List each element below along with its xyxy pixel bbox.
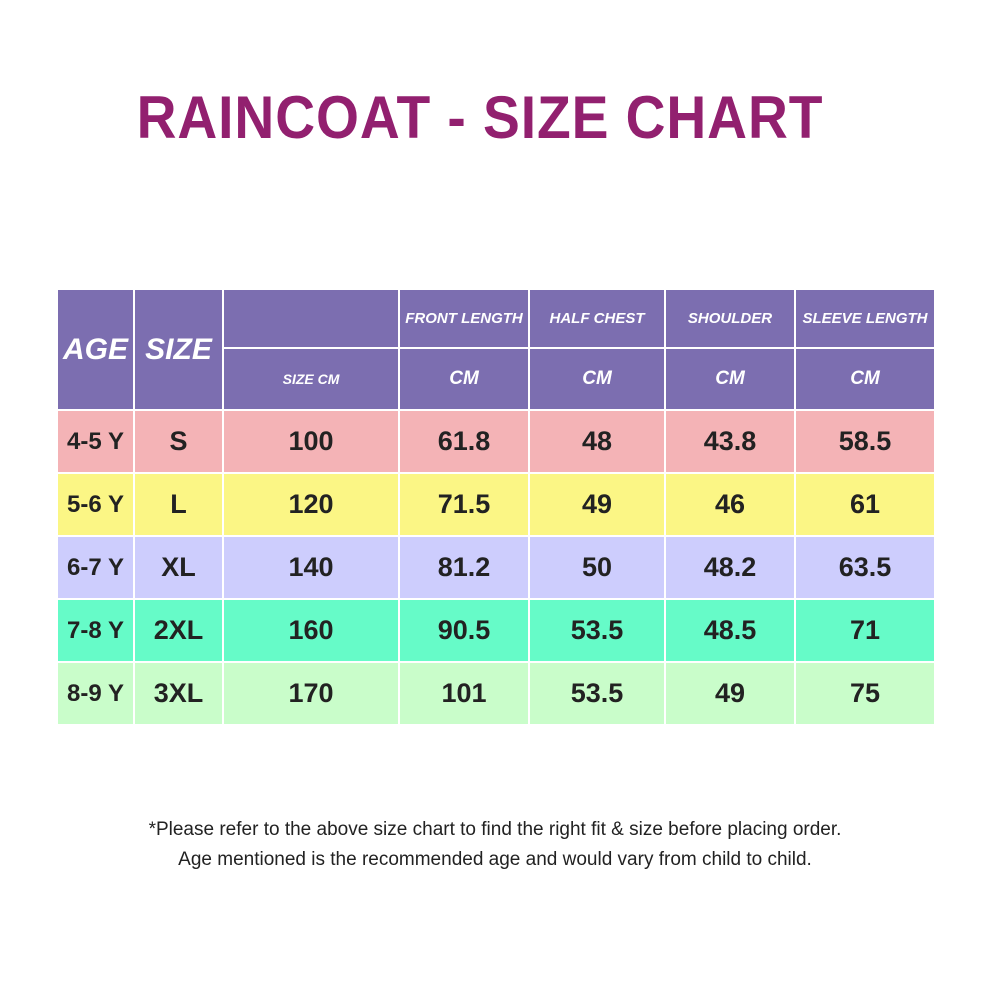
header-size: SIZE [133,288,224,411]
cell-age: 8-9 Y [56,661,135,726]
cell-sleeve-length: 71 [794,598,936,663]
note-line-2: Age mentioned is the recommended age and… [178,849,812,870]
header-shoulder: SHOULDER [664,288,796,349]
cell-size: 3XL [133,661,224,726]
cell-size: L [133,472,224,537]
size-chart-table: AGE SIZE FRONT LENGTH HALF CHEST SHOULDE… [56,288,936,726]
header-size-cm: SIZE CM [222,347,400,411]
unit-shoulder: CM [664,347,796,411]
cell-half-chest: 49 [528,472,666,537]
cell-size: XL [133,535,224,600]
cell-half-chest: 48 [528,409,666,474]
cell-sleeve-length: 63.5 [794,535,936,600]
cell-size-cm: 170 [222,661,400,726]
page-title: RAINCOAT - SIZE CHART [136,84,824,151]
table-row: 8-9 Y 3XL 170 101 53.5 49 75 [56,661,936,726]
cell-size: S [133,409,224,474]
cell-shoulder: 48.2 [664,535,796,600]
table-row: 6-7 Y XL 140 81.2 50 48.2 63.5 [56,535,936,600]
cell-size-cm: 140 [222,535,400,600]
header-age: AGE [56,288,135,411]
cell-half-chest: 53.5 [528,598,666,663]
table-header-row: AGE SIZE FRONT LENGTH HALF CHEST SHOULDE… [56,288,936,411]
table-row: 5-6 Y L 120 71.5 49 46 61 [56,472,936,537]
header-sleeve-length: SLEEVE LENGTH [794,288,936,349]
cell-size-cm: 160 [222,598,400,663]
cell-sleeve-length: 75 [794,661,936,726]
header-half-chest: HALF CHEST [528,288,666,349]
cell-front-length: 61.8 [398,409,530,474]
cell-shoulder: 46 [664,472,796,537]
table-row: 7-8 Y 2XL 160 90.5 53.5 48.5 71 [56,598,936,663]
size-chart-notes: *Please refer to the above size chart to… [0,815,990,875]
unit-half-chest: CM [528,347,666,411]
cell-shoulder: 43.8 [664,409,796,474]
table-row: 4-5 Y S 100 61.8 48 43.8 58.5 [56,409,936,474]
cell-size-cm: 100 [222,409,400,474]
cell-age: 5-6 Y [56,472,135,537]
cell-front-length: 71.5 [398,472,530,537]
note-line-1: *Please refer to the above size chart to… [148,819,842,840]
cell-front-length: 81.2 [398,535,530,600]
cell-size-cm: 120 [222,472,400,537]
cell-age: 6-7 Y [56,535,135,600]
cell-sleeve-length: 61 [794,472,936,537]
cell-half-chest: 53.5 [528,661,666,726]
table-unit-row: SIZE CM CM CM CM CM [57,347,936,411]
cell-age: 7-8 Y [56,598,135,663]
cell-front-length: 101 [398,661,530,726]
cell-shoulder: 49 [664,661,796,726]
cell-half-chest: 50 [528,535,666,600]
unit-sleeve-length: CM [794,347,936,411]
header-blank [222,288,400,349]
header-front-length: FRONT LENGTH [398,288,530,349]
cell-sleeve-length: 58.5 [794,409,936,474]
unit-front-length: CM [398,347,530,411]
cell-age: 4-5 Y [56,409,135,474]
cell-size: 2XL [133,598,224,663]
cell-front-length: 90.5 [398,598,530,663]
cell-shoulder: 48.5 [664,598,796,663]
